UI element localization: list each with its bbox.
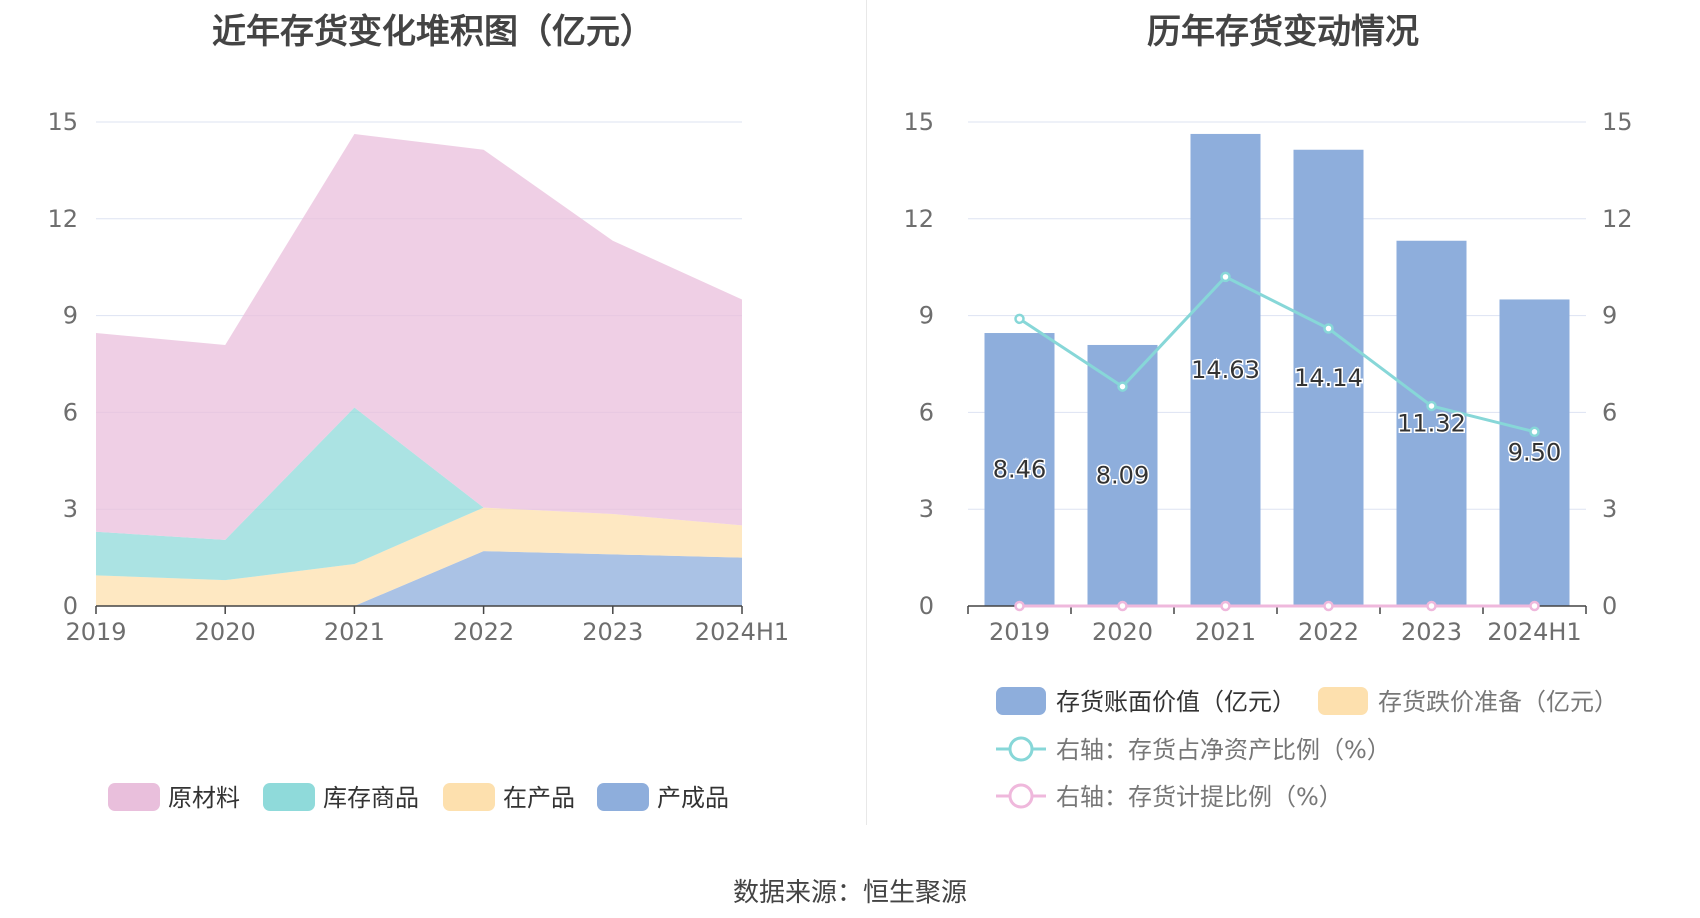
y-left-tick-label: 0 [919,592,934,620]
x-tick-label: 2020 [1092,618,1153,646]
bar-book-value-2022 [1293,149,1364,606]
bar-data-label: 14.14 [1294,364,1363,392]
y-left-tick-label: 15 [903,108,934,136]
point-line_provision [1014,600,1025,612]
point-line_ratio [1426,400,1437,412]
y-tick-label: 6 [63,398,78,426]
bar-data-label: 14.63 [1191,356,1260,384]
bar-data-label: 8.46 [993,456,1046,484]
bar-book-value-2019 [984,333,1055,606]
y-left-tick-label: 6 [919,398,934,426]
legend-label-book-value[interactable]: 存货账面价值（亿元） [1056,688,1296,716]
right-chart-panel: 历年存货变动情况 0 3 6 9 12 15 0 3 6 9 12 15 2019 2020 2021 202… [866,0,1700,830]
bar-data-label: 11.32 [1397,409,1466,437]
x-tick-label: 2019 [65,618,126,646]
right-chart-title: 历年存货变动情况 [1147,12,1419,52]
y-right-tick-label: 0 [1602,592,1617,620]
legend-label-goods_in_stock[interactable]: 库存商品 [323,784,419,812]
y-tick-label: 9 [63,302,78,330]
x-tick-label: 2020 [195,618,256,646]
legend-label-line_ratio[interactable]: 右轴：存货占净资产比例（%） [1056,736,1391,764]
y-right-tick-label: 3 [1602,495,1617,523]
x-tick-label: 2022 [453,618,514,646]
stacked-area-chart: 0 3 6 9 12 15 2019 2020 2021 2022 2023 2024H1 原材料 库存商… [47,108,789,812]
legend-swatch-wip[interactable] [443,783,495,811]
y-left-tick-label: 3 [919,495,934,523]
x-tick-label: 2021 [324,618,385,646]
x-tick-label: 2024H1 [695,618,789,646]
legend-marker-line_ratio[interactable] [1008,736,1034,762]
legend-label-reserve[interactable]: 存货跌价准备（亿元） [1378,688,1618,716]
legend-label-line_provision[interactable]: 右轴：存货计提比例（%） [1056,783,1343,811]
y-right-tick-label: 15 [1602,108,1633,136]
left-chart-panel: 近年存货变化堆积图（亿元） 0 3 6 9 12 15 2019 2020 2021 2022 20… [0,0,866,830]
data-source-note: 数据来源：恒生聚源 [732,878,967,908]
legend-label-wip[interactable]: 在产品 [503,784,575,812]
point-line_provision [1323,600,1334,612]
bar-book-value-2021 [1190,133,1261,606]
bar-data-label: 9.50 [1508,439,1561,467]
legend-marker-line_provision[interactable] [1008,783,1034,809]
point-line_ratio [1220,271,1231,283]
x-tick-label: 2023 [1401,618,1462,646]
x-tick-label: 2022 [1298,618,1359,646]
line-line_ratio [1018,275,1535,434]
legend-swatch-goods_in_stock[interactable] [263,783,315,811]
point-line_ratio [1014,313,1025,325]
legend-label-finished[interactable]: 产成品 [657,784,729,812]
y-tick-label: 3 [63,495,78,523]
bar-data-label: 8.09 [1096,461,1149,489]
y-right-tick-label: 6 [1602,398,1617,426]
point-line_provision [1117,600,1128,612]
legend-swatch-finished[interactable] [597,783,649,811]
area-finished [96,551,742,606]
panel-divider [866,0,867,825]
area-wip [96,507,742,606]
area-raw_materials [96,133,742,540]
y-right-tick-label: 9 [1602,302,1617,330]
point-line_ratio [1117,381,1128,392]
point-line_ratio [1529,426,1540,438]
legend-swatch-reserve[interactable] [1318,687,1368,715]
bar-book-value-2023 [1396,240,1467,606]
y-tick-label: 12 [47,205,78,233]
point-line_ratio [1323,323,1334,334]
y-right-tick-label: 12 [1602,205,1633,233]
point-line_provision [1529,600,1540,612]
bar-book-value-2024H1 [1499,299,1570,606]
legend-label-raw_materials[interactable]: 原材料 [168,784,240,812]
x-tick-label: 2024H1 [1487,618,1581,646]
legend-swatch-book-value[interactable] [996,687,1046,715]
x-tick-label: 2021 [1195,618,1256,646]
area-goods_in_stock [96,407,742,581]
y-tick-label: 15 [47,108,78,136]
y-left-tick-label: 9 [919,302,934,330]
point-line_provision [1426,600,1437,612]
point-line_provision [1220,600,1231,612]
bar-line-chart: 0 3 6 9 12 15 0 3 6 9 12 15 2019 2020 2021 2022 2023 2024… [903,108,1633,811]
x-tick-label: 2019 [989,618,1050,646]
y-left-tick-label: 12 [903,205,934,233]
left-chart-title: 近年存货变化堆积图（亿元） [212,12,654,52]
legend-swatch-raw_materials[interactable] [108,783,160,811]
x-tick-label: 2023 [582,618,643,646]
y-tick-label: 0 [63,592,78,620]
